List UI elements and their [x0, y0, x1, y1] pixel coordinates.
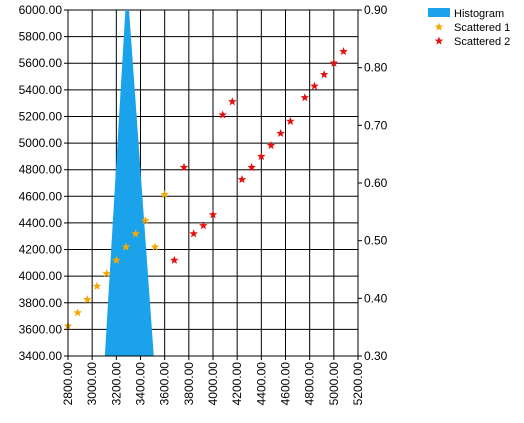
scattered-1-point — [92, 281, 102, 290]
scattered-2-point — [228, 97, 237, 106]
scattered-1-point — [150, 242, 160, 251]
scattered-2-point — [266, 141, 276, 150]
x-tick-label: 4800.00 — [303, 362, 317, 406]
y-tick-label: 4800.00 — [19, 163, 63, 177]
x-tick-label: 4200.00 — [230, 362, 244, 406]
y-tick-label: 3800.00 — [19, 296, 63, 310]
scattered-1-point — [160, 190, 169, 199]
legend-swatch-scattered-1 — [434, 22, 444, 31]
y-tick-label: 3400.00 — [19, 349, 63, 363]
scattered-1-point — [102, 269, 111, 278]
scattered-2-point — [170, 255, 179, 264]
x-tick-label: 3200.00 — [109, 362, 123, 406]
y2-tick-label: 0.40 — [364, 291, 388, 305]
legend[interactable]: Histogram Scattered 1 Scattered 2 — [428, 8, 510, 48]
y-axis-ticks: 6000.00 5800.00 5600.00 5400.00 5200.00 5000.… — [19, 3, 68, 363]
scattered-2-point — [276, 128, 285, 138]
scattered-2-point — [329, 58, 339, 67]
scattered-1-point — [73, 308, 82, 317]
scattered-2-point — [247, 162, 256, 172]
histogram-area — [104, 10, 154, 356]
scattered-2-point — [199, 221, 208, 230]
y-tick-label: 5800.00 — [19, 30, 63, 44]
scattered-1-point — [121, 242, 131, 251]
legend-label-histogram: Histogram — [454, 8, 504, 20]
x-axis-ticks: 2800.00 3000.00 3200.00 3400.00 3600.00 3800.… — [61, 356, 365, 405]
legend-swatch-scattered-2 — [434, 36, 444, 45]
x-tick-label: 3000.00 — [85, 362, 99, 406]
x-tick-label: 4600.00 — [279, 362, 293, 406]
scattered-2-point — [319, 70, 329, 79]
x-tick-label: 4400.00 — [254, 362, 268, 406]
y-tick-label: 5600.00 — [19, 56, 63, 70]
scattered-1-point — [131, 229, 140, 238]
y-tick-label: 5000.00 — [19, 136, 63, 150]
scattered-2-point — [257, 151, 266, 161]
y2-tick-label: 0.80 — [364, 61, 388, 75]
y2-tick-label: 0.70 — [364, 118, 388, 132]
x-tick-label: 2800.00 — [61, 362, 75, 406]
scattered-2-point — [237, 175, 247, 184]
legend-swatch-histogram — [428, 8, 450, 17]
scatter-series — [63, 47, 348, 330]
y-tick-label: 6000.00 — [19, 3, 63, 17]
scattered-2-point — [286, 116, 295, 125]
y2-tick-label: 0.30 — [364, 349, 388, 363]
x-tick-label: 4000.00 — [206, 362, 220, 406]
x-tick-label: 5200.00 — [351, 362, 365, 406]
scattered-2-point — [189, 229, 198, 238]
scattered-2-point — [310, 81, 319, 90]
y-tick-label: 5200.00 — [19, 109, 63, 123]
y-tick-label: 4400.00 — [19, 216, 63, 230]
y-tick-label: 4000.00 — [19, 269, 63, 283]
scattered-1-point — [141, 215, 150, 225]
scattered-2-point — [339, 47, 348, 56]
y-tick-label: 3600.00 — [19, 322, 63, 336]
y-tick-label: 5400.00 — [19, 83, 63, 97]
y2-tick-label: 0.50 — [364, 234, 388, 248]
scattered-1-point — [112, 255, 121, 264]
legend-label-scattered-1: Scattered 1 — [454, 22, 510, 34]
scattered-2-point — [300, 93, 310, 102]
y2-tick-label: 0.60 — [364, 176, 388, 190]
y-tick-label: 4200.00 — [19, 243, 63, 257]
x-tick-label: 5000.00 — [327, 362, 341, 406]
scattered-2-point — [218, 110, 227, 119]
y-tick-label: 4600.00 — [19, 189, 63, 203]
x-tick-label: 3800.00 — [182, 362, 196, 406]
scattered-2-point — [208, 210, 218, 219]
scattered-2-point — [179, 162, 189, 172]
x-tick-label: 3400.00 — [134, 362, 148, 406]
legend-label-scattered-2: Scattered 2 — [454, 36, 510, 48]
histogram-series — [104, 10, 154, 356]
x-tick-label: 3600.00 — [158, 362, 172, 406]
y2-axis-ticks: 0.90 0.80 0.70 0.60 0.50 0.40 0.30 — [358, 3, 388, 363]
y2-tick-label: 0.90 — [364, 3, 388, 17]
scattered-1-point — [83, 294, 92, 304]
